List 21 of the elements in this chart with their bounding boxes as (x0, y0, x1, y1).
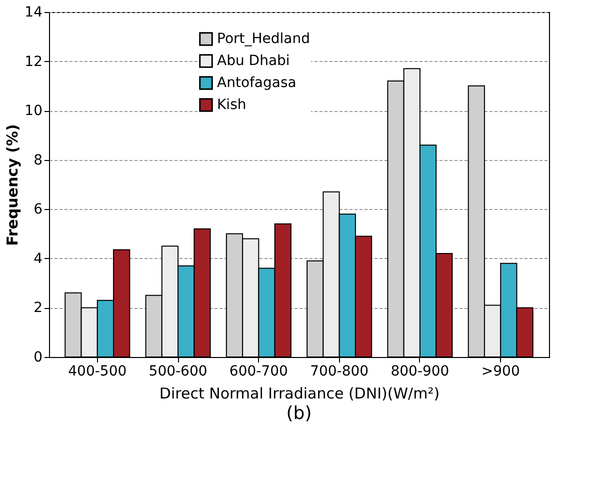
y-tick-label: 2 (34, 300, 42, 316)
y-tick-label: 4 (34, 250, 43, 267)
y-tick-label: 6 (34, 202, 43, 218)
x-axis-title: Direct Normal Irradiance (DNI)(W/m²) (159, 384, 440, 402)
x-tick-label: 800-900 (390, 364, 450, 380)
y-axis-title: Frequency (%) (4, 124, 22, 246)
x-tick-label: 400-500 (68, 364, 127, 380)
x-tick-label: >900 (481, 364, 520, 380)
legend-label: Antofagasa (217, 75, 296, 91)
x-tick-label: 700-800 (310, 364, 369, 380)
text: (b) (286, 403, 312, 424)
y-tick-label: 12 (24, 54, 42, 70)
y-tick-label: 10 (24, 103, 42, 120)
legend-label: Kish (217, 97, 246, 113)
y-tick-label: 8 (34, 152, 42, 168)
legend-label: Port_Hedland (217, 31, 310, 47)
x-tick-label: 600-700 (229, 364, 288, 380)
x-tick-label: 500-600 (148, 364, 208, 380)
legend-label: Abu Dhabi (217, 53, 290, 69)
y-tick-label: 14 (24, 4, 43, 20)
y-tick-label: 0 (34, 350, 42, 366)
